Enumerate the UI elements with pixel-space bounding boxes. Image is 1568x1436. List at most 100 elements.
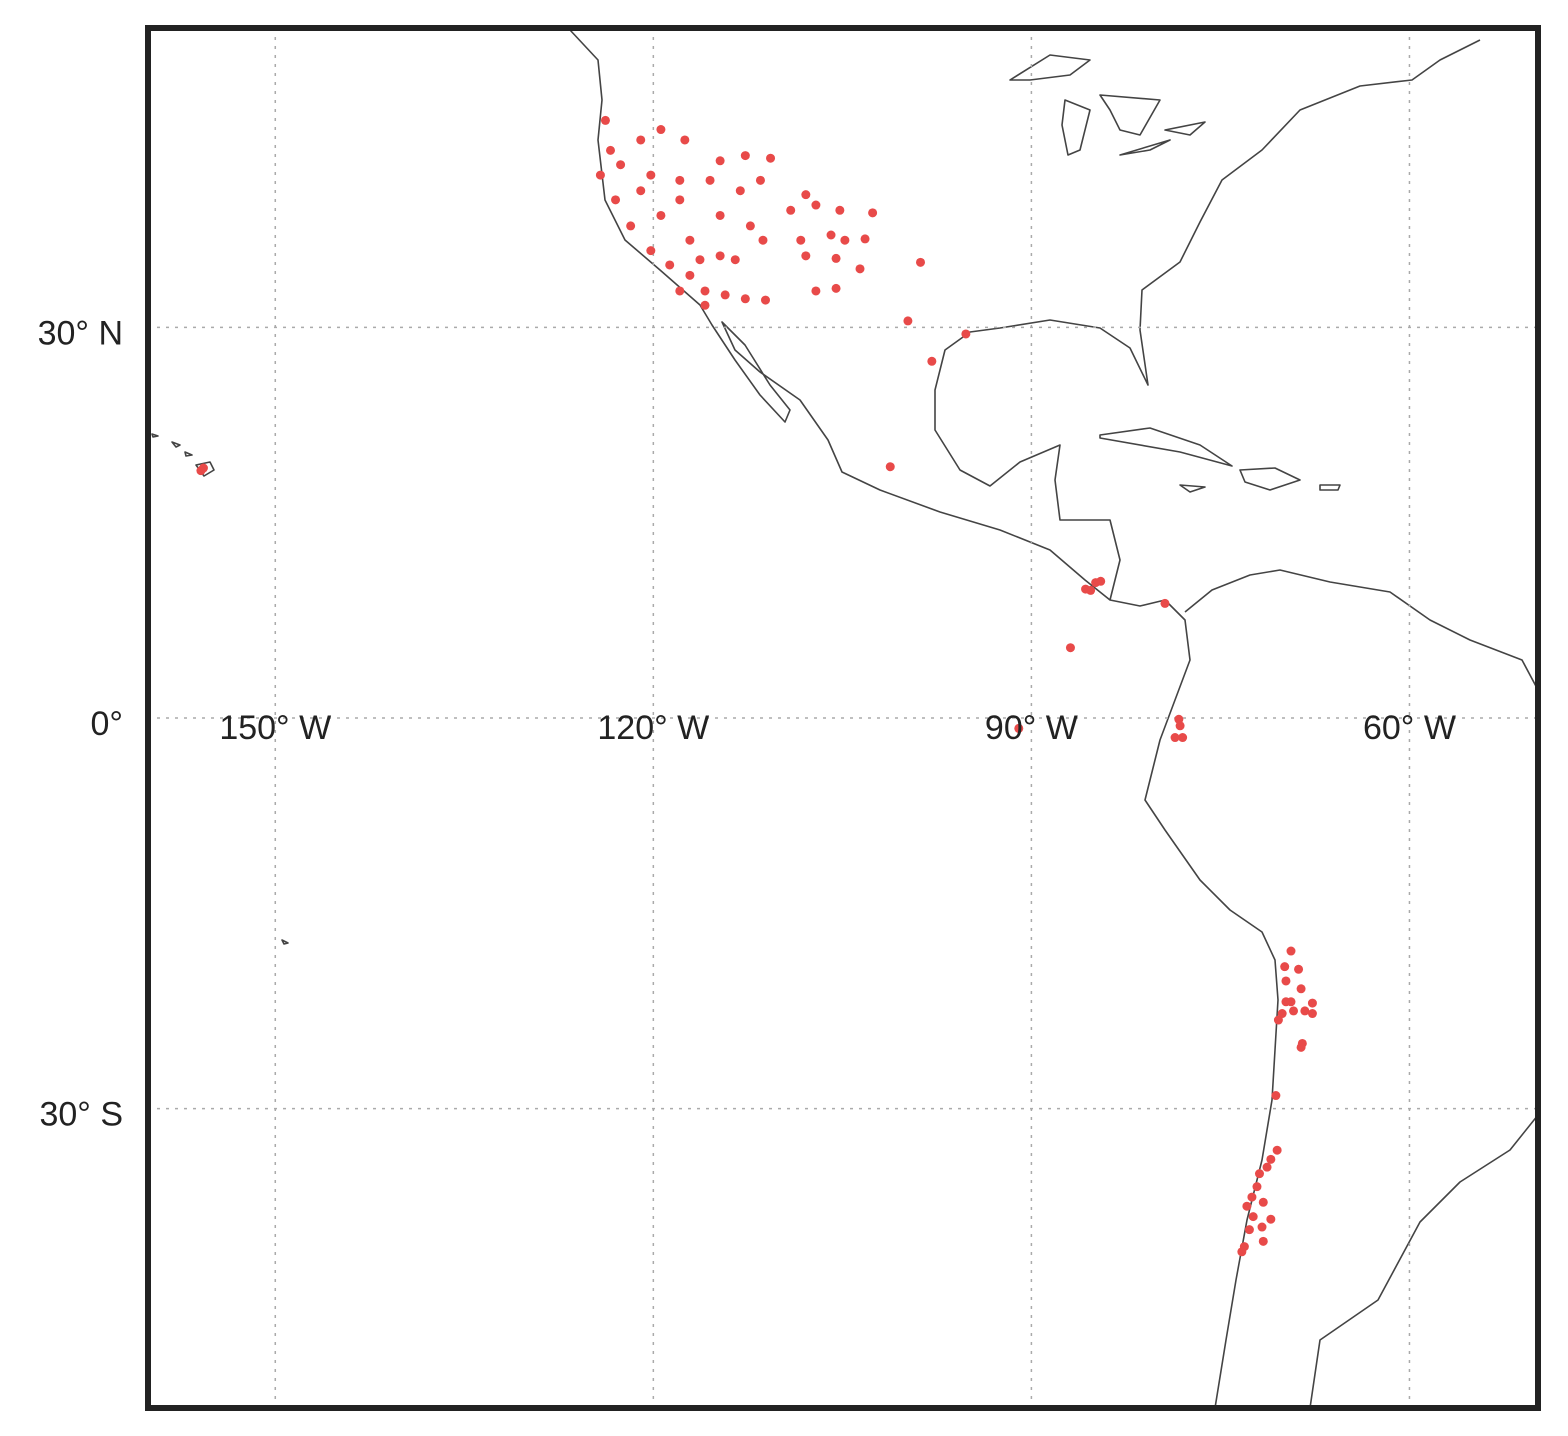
point (1300, 1006, 1310, 1016)
point (1289, 1006, 1299, 1016)
point (675, 175, 685, 185)
grid (148, 28, 1538, 1408)
point (927, 356, 937, 366)
point (646, 170, 656, 180)
point (705, 175, 715, 185)
point (1096, 576, 1106, 586)
point (826, 230, 836, 240)
x-tick-label: 150° W (219, 709, 331, 747)
point (1065, 643, 1075, 653)
island (151, 433, 193, 457)
point (675, 195, 685, 205)
point (1277, 1009, 1287, 1019)
point (835, 205, 845, 215)
coastlines (151, 29, 1539, 1409)
point (1175, 721, 1185, 731)
point (740, 294, 750, 304)
labels: 150° W 120° W 90° W 60° W 30° N 0° 30° S (38, 314, 1456, 1133)
island (1319, 484, 1341, 491)
point (685, 235, 695, 245)
lake (1061, 99, 1091, 156)
point (831, 253, 841, 263)
x-tick-label: 60° W (1363, 709, 1456, 747)
point (811, 286, 821, 296)
point (885, 462, 895, 472)
point (801, 251, 811, 261)
point (680, 135, 690, 145)
point (1258, 1197, 1268, 1207)
point (656, 210, 666, 220)
point (831, 283, 841, 293)
point (1271, 1091, 1281, 1101)
y-tick-label: 0° (90, 705, 123, 743)
point (1257, 1222, 1267, 1232)
point (1252, 1182, 1262, 1192)
point (1266, 1154, 1276, 1164)
y-tick-label: 30° N (38, 314, 123, 352)
coastline (1184, 569, 1539, 691)
point (811, 200, 821, 210)
point (1081, 584, 1091, 594)
lake (1164, 121, 1206, 136)
point (1170, 733, 1180, 743)
points (196, 115, 1317, 1257)
island (1239, 467, 1301, 491)
point (665, 260, 675, 270)
point (611, 195, 621, 205)
point (600, 115, 610, 125)
coastline (569, 29, 1279, 1409)
point (786, 205, 796, 215)
point (1307, 998, 1317, 1008)
point (1286, 997, 1296, 1007)
island (1179, 484, 1206, 493)
point (1307, 1009, 1317, 1019)
point (196, 466, 206, 476)
lake (1099, 94, 1161, 136)
point (595, 170, 605, 180)
point (656, 125, 666, 135)
point (1242, 1201, 1252, 1211)
point (1258, 1236, 1268, 1246)
point (1160, 598, 1170, 608)
lake (1009, 54, 1091, 81)
point (760, 295, 770, 305)
point (700, 300, 710, 310)
point (730, 255, 740, 265)
point (720, 290, 730, 300)
point (1248, 1212, 1258, 1222)
y-tick-label: 30° S (39, 1096, 123, 1134)
point (745, 221, 755, 231)
point (636, 186, 646, 196)
point (1294, 964, 1304, 974)
point (715, 156, 725, 166)
point (860, 234, 870, 244)
point (1280, 962, 1290, 972)
x-tick-label: 120° W (597, 709, 709, 747)
point (1262, 1162, 1272, 1172)
point (1254, 1169, 1264, 1179)
point (1014, 723, 1024, 733)
point (916, 257, 926, 267)
point (1296, 1042, 1306, 1052)
point (636, 135, 646, 145)
point (1286, 946, 1296, 956)
point (1272, 1145, 1282, 1155)
point (755, 175, 765, 185)
point (1178, 733, 1188, 743)
point (796, 235, 806, 245)
point (961, 329, 971, 339)
point (801, 190, 811, 200)
point (605, 145, 615, 155)
map-frame (145, 25, 1541, 1411)
island (1099, 427, 1233, 467)
point (740, 151, 750, 161)
point (1296, 984, 1306, 994)
point (1281, 976, 1291, 986)
point (715, 251, 725, 261)
point (766, 153, 776, 163)
x-tick-label: 90° W (985, 709, 1078, 747)
point (700, 286, 710, 296)
island (281, 939, 289, 945)
point (1266, 1214, 1276, 1224)
point (840, 235, 850, 245)
